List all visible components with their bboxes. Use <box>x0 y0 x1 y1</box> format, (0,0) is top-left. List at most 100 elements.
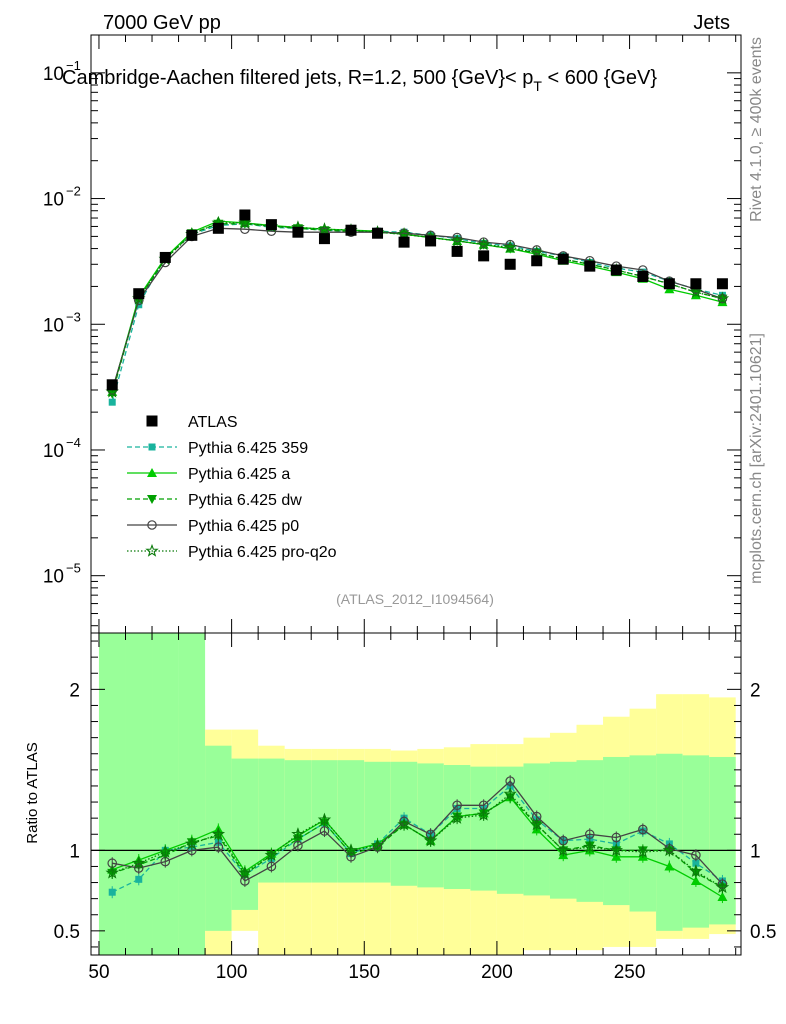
legend-item-pythia-6-425-359: Pythia 6.425 359 <box>127 440 308 457</box>
ratio-point <box>692 859 700 867</box>
data-point <box>531 245 542 255</box>
stat-band-bin <box>98 633 126 955</box>
data-point <box>690 278 702 290</box>
tick-exponent: −2 <box>66 184 81 199</box>
chart-title: Cambridge-Aachen filtered jets, R=1.2, 5… <box>62 67 657 94</box>
legend-marker <box>147 495 157 504</box>
stat-band-bin <box>125 633 153 955</box>
data-point <box>584 260 596 272</box>
legend-label: Pythia 6.425 p0 <box>188 518 299 535</box>
series-atlas <box>106 209 728 391</box>
stat-band-bin <box>603 756 630 906</box>
data-point <box>133 288 145 300</box>
legend-label: Pythia 6.425 359 <box>188 440 308 457</box>
legend-item-pythia-6-425-p0: Pythia 6.425 p0 <box>127 518 299 535</box>
series-line <box>111 227 723 391</box>
tick-exponent: −4 <box>66 435 81 450</box>
ratio-point <box>370 838 385 852</box>
data-point <box>159 251 171 263</box>
ratio-point <box>529 817 544 831</box>
ratio-y-axis-label: Ratio to ATLAS <box>24 742 41 843</box>
data-point <box>716 278 728 290</box>
legend-item-pythia-6-425-dw: Pythia 6.425 dw <box>127 492 302 509</box>
ratio-point <box>664 861 675 871</box>
stat-band-bin <box>284 760 312 883</box>
tick-label: 10 <box>43 567 64 588</box>
data-point <box>557 253 569 265</box>
tick-label: 0.5 <box>54 922 80 943</box>
data-point <box>292 226 304 238</box>
ratio-point <box>609 843 624 857</box>
ratio-point <box>158 844 173 858</box>
ratio-line <box>111 785 723 893</box>
x-tick-label: 100 <box>216 962 248 983</box>
legend-marker <box>147 468 157 477</box>
chart-title-post: < 600 {GeV} <box>542 67 657 89</box>
ratio-point <box>213 842 224 852</box>
ratio-point <box>450 811 464 824</box>
ratio-point <box>423 833 438 847</box>
ratio-pythia-6-425-pro-q2o <box>105 786 730 894</box>
data-point <box>239 219 250 229</box>
data-point <box>265 219 277 231</box>
x-tick-label: 250 <box>614 962 646 983</box>
data-point <box>238 215 252 229</box>
ratio-point <box>717 892 728 902</box>
ratio-point <box>108 888 116 896</box>
ratio-point <box>291 827 305 840</box>
tick-label: 1 <box>69 841 80 862</box>
data-point <box>106 379 118 391</box>
data-point <box>450 233 464 247</box>
tick-exponent: −1 <box>66 58 81 73</box>
series-line <box>111 223 723 394</box>
legend-item-pythia-6-425-pro-q2o: Pythia 6.425 pro-q2o <box>127 543 337 561</box>
tick-label: 0.5 <box>750 922 776 943</box>
legend: ATLAS Pythia 6.425 359 Pythia 6.425 a Pythi… <box>127 414 337 561</box>
header-right: Jets <box>693 12 730 34</box>
tick-label: 2 <box>69 680 80 701</box>
series-pythia-6-425-359 <box>108 220 726 406</box>
legend-marker <box>147 520 157 530</box>
data-point <box>610 264 622 276</box>
stat-band-bin <box>443 765 471 889</box>
legend-label: Pythia 6.425 dw <box>188 492 302 509</box>
ratio-point <box>611 832 622 843</box>
ratio-point <box>238 865 252 879</box>
ratio-point <box>505 776 515 786</box>
stat-band-bin <box>337 760 365 883</box>
legend-marker <box>146 415 158 427</box>
data-point <box>451 245 463 257</box>
ratio-point <box>638 824 648 835</box>
tick-label: 2 <box>750 680 761 701</box>
ratio-point <box>636 844 650 858</box>
tick-exponent: −3 <box>66 309 81 324</box>
ratio-point <box>344 843 358 857</box>
ratio-point <box>293 840 303 851</box>
data-point <box>478 250 490 262</box>
tick-label: 10 <box>43 64 64 85</box>
data-point <box>689 285 703 298</box>
analysis-label: (ATLAS_2012_I1094564) <box>336 591 494 607</box>
ratio-point <box>715 880 730 894</box>
data-point <box>318 233 330 245</box>
data-point <box>425 235 437 247</box>
stat-band-bin <box>549 761 577 899</box>
ratio-plot-frame <box>90 632 742 956</box>
data-point <box>663 278 675 290</box>
tick-label: 10 <box>43 441 64 462</box>
stat-band-bin <box>178 633 206 955</box>
legend-label: Pythia 6.425 pro-q2o <box>188 544 337 561</box>
ratio-point <box>689 864 703 878</box>
stat-band-bin <box>152 633 179 955</box>
data-point <box>637 270 649 282</box>
data-point <box>452 232 462 243</box>
ratio-line <box>112 796 723 888</box>
data-point <box>503 240 517 253</box>
legend-label: ATLAS <box>188 414 238 431</box>
ratio-point <box>662 843 677 857</box>
ratio-point <box>503 786 517 800</box>
rivet-version-label: Rivet 4.1.0, ≥ 400k events <box>748 37 765 222</box>
x-tick-label: 200 <box>481 962 513 983</box>
data-point <box>398 236 410 248</box>
